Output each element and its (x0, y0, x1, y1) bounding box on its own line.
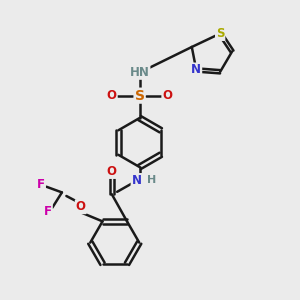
Text: F: F (37, 178, 45, 191)
Text: HN: HN (130, 66, 149, 79)
Text: N: N (191, 64, 201, 76)
Text: S: S (216, 27, 224, 40)
Text: N: N (132, 174, 142, 187)
Text: O: O (107, 89, 117, 102)
Text: H: H (148, 176, 157, 185)
Text: O: O (162, 89, 172, 102)
Text: F: F (44, 205, 52, 218)
Text: S: S (134, 89, 145, 103)
Text: O: O (107, 165, 117, 178)
Text: O: O (76, 200, 86, 213)
